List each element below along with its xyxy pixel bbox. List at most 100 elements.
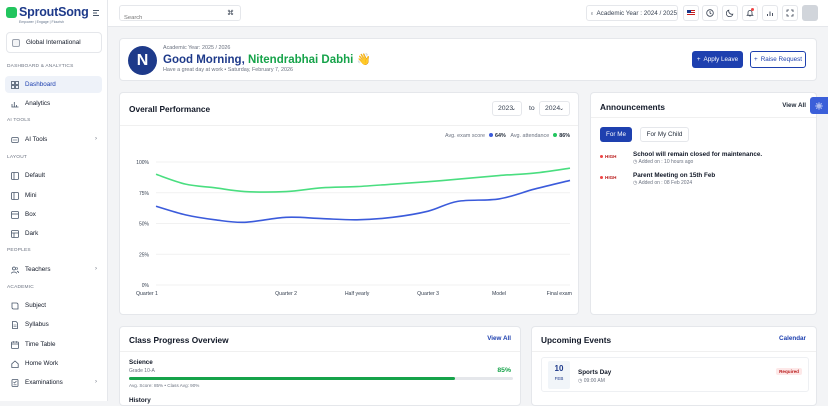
to-year-select[interactable]: 2024 ⌄: [539, 101, 570, 116]
sidebar-item-default[interactable]: Default: [5, 167, 102, 184]
sprout-logo-icon: [6, 6, 17, 18]
exam-icon: [11, 378, 19, 387]
legend-value: 86%: [559, 133, 570, 139]
top-header: ⌘ Academic Year : 2024 / 2025: [108, 0, 828, 27]
legend-swatch: [553, 133, 558, 137]
sidebar-item-label: Box: [25, 211, 36, 218]
announcement-date-text: Added on : 08 Feb 2024: [638, 180, 693, 186]
sidebar-item-dashboard[interactable]: Dashboard: [5, 76, 102, 93]
settings-button[interactable]: [810, 97, 828, 114]
brand-name: SproutSong: [19, 5, 89, 19]
priority-badge: HIGH: [600, 175, 616, 180]
sidebar-item-analytics[interactable]: Analytics: [5, 95, 102, 112]
legend-label: Avg. attendance: [510, 133, 550, 139]
chevron-right-icon: ›: [95, 136, 97, 142]
card-title: Announcements: [600, 102, 665, 112]
dark-mode-button[interactable]: [722, 5, 738, 21]
document-icon: [12, 320, 18, 329]
announcement-date: ◷ Added on : 10 hours ago: [633, 159, 694, 165]
school-selector[interactable]: Global International: [6, 32, 102, 53]
sidebar-item-home-work[interactable]: Home Work: [5, 355, 102, 372]
sidebar-item-time-table[interactable]: Time Table: [5, 336, 102, 353]
sidebar-item-mini[interactable]: Mini: [5, 187, 102, 204]
clock-button[interactable]: [702, 5, 718, 21]
raise-request-label: Raise Request: [760, 56, 802, 63]
section-label: DASHBOARD & ANALYTICS: [7, 64, 74, 69]
section-label: ACADEMIC: [7, 285, 34, 290]
x-tick-label: Final exam: [547, 291, 572, 297]
card-title: Overall Performance: [129, 104, 211, 114]
search-input[interactable]: [124, 11, 224, 25]
section-label: AI TOOLS: [7, 118, 31, 123]
divider: [120, 351, 520, 352]
announcement-title: School will remain closed for maintenanc…: [633, 151, 763, 158]
sidebar-item-dark[interactable]: Dark: [5, 225, 102, 242]
to-label: to: [529, 105, 535, 112]
moon-icon: [726, 9, 734, 17]
menu-toggle-icon[interactable]: [92, 9, 100, 17]
announcement-date: ◷ Added on : 08 Feb 2024: [633, 180, 693, 186]
chevron-right-icon: ›: [95, 266, 97, 272]
apply-leave-button[interactable]: + Apply Leave: [692, 51, 743, 68]
apply-leave-label: Apply Leave: [703, 56, 739, 63]
from-year-select[interactable]: 2023 ⌄: [492, 101, 522, 116]
layout-icon: [11, 171, 19, 180]
notifications-button[interactable]: [742, 5, 758, 21]
calendar-icon: [591, 11, 594, 15]
sidebar-item-ai-tools[interactable]: AI Tools ›: [5, 131, 102, 148]
clock-icon: [706, 9, 714, 17]
tab-for-my-child[interactable]: For My Child: [640, 127, 689, 142]
sidebar-item-teachers[interactable]: Teachers ›: [5, 261, 102, 278]
command-key-icon: ⌘: [227, 10, 234, 17]
sidebar-item-label: Time Table: [25, 341, 56, 348]
view-all-link[interactable]: View All: [782, 102, 806, 109]
welcome-subtitle: Have a great day at work • Saturday, Feb…: [163, 67, 294, 73]
section-label: PEOPLES: [7, 248, 31, 253]
sidebar-item-examinations[interactable]: Examinations ›: [5, 374, 102, 391]
greeting-text: Good Morning,: [163, 54, 248, 66]
user-avatar[interactable]: [802, 5, 818, 21]
event-time-text: 09:00 AM: [583, 378, 605, 384]
chart-legend: Avg. exam score 64% Avg. attendance 86%: [445, 133, 570, 139]
sidebar-item-subject[interactable]: Subject: [5, 297, 102, 314]
event-time: ◷ 09:00 AM: [578, 378, 605, 384]
language-button[interactable]: [683, 5, 699, 21]
class-progress-card: Class Progress Overview View All Science…: [119, 326, 521, 406]
academic-year-selector[interactable]: Academic Year : 2024 / 2025: [586, 5, 678, 21]
fullscreen-button[interactable]: [782, 5, 798, 21]
view-all-link[interactable]: View All: [487, 335, 511, 342]
chevron-down-icon: ⌄: [558, 106, 564, 112]
divider: [532, 351, 816, 352]
sidebar-item-label: Home Work: [25, 360, 59, 367]
sidebar-item-label: Examinations: [25, 379, 63, 386]
school-icon: [12, 38, 20, 47]
announcement-date-text: Added on : 10 hours ago: [638, 159, 694, 165]
legend-label: Avg. exam score: [444, 133, 486, 139]
sidebar-item-syllabus[interactable]: Syllabus: [5, 316, 102, 333]
x-tick-label: Quarter 3: [417, 291, 439, 297]
event-month: FEB: [554, 376, 564, 381]
from-year-value: 2023: [498, 105, 514, 112]
reports-button[interactable]: [762, 5, 778, 21]
progress-fill: [129, 377, 456, 380]
search-box[interactable]: ⌘: [119, 5, 241, 25]
event-item[interactable]: 10 FEB Sports Day ◷ 09:00 AM Required: [541, 357, 809, 392]
tab-for-me[interactable]: For Me: [600, 127, 632, 142]
performance-line-chart: 0% 25% 50% 75% 100% Quarter 1 Quarter 2 Half ye…: [136, 160, 572, 297]
bar-chart-icon: [767, 11, 773, 16]
homework-icon: [11, 359, 19, 368]
y-tick-label: 0%: [142, 283, 150, 289]
sidebar-item-label: Teachers: [25, 266, 51, 273]
raise-request-button[interactable]: + Raise Request: [750, 51, 806, 68]
brand-logo[interactable]: SproutSong Empower | Engage | Flourish: [6, 5, 89, 24]
legend-value: 64%: [495, 133, 506, 139]
calendar-link[interactable]: Calendar: [779, 335, 806, 342]
chevron-down-icon: ⌄: [510, 106, 516, 112]
table-icon: [11, 340, 19, 349]
sparkle-icon: [11, 136, 19, 143]
to-year-value: 2024: [545, 105, 561, 112]
y-tick-label: 50%: [139, 222, 150, 228]
sidebar-item-box[interactable]: Box: [5, 206, 102, 223]
plus-icon: +: [696, 56, 701, 63]
users-icon: [11, 266, 19, 274]
